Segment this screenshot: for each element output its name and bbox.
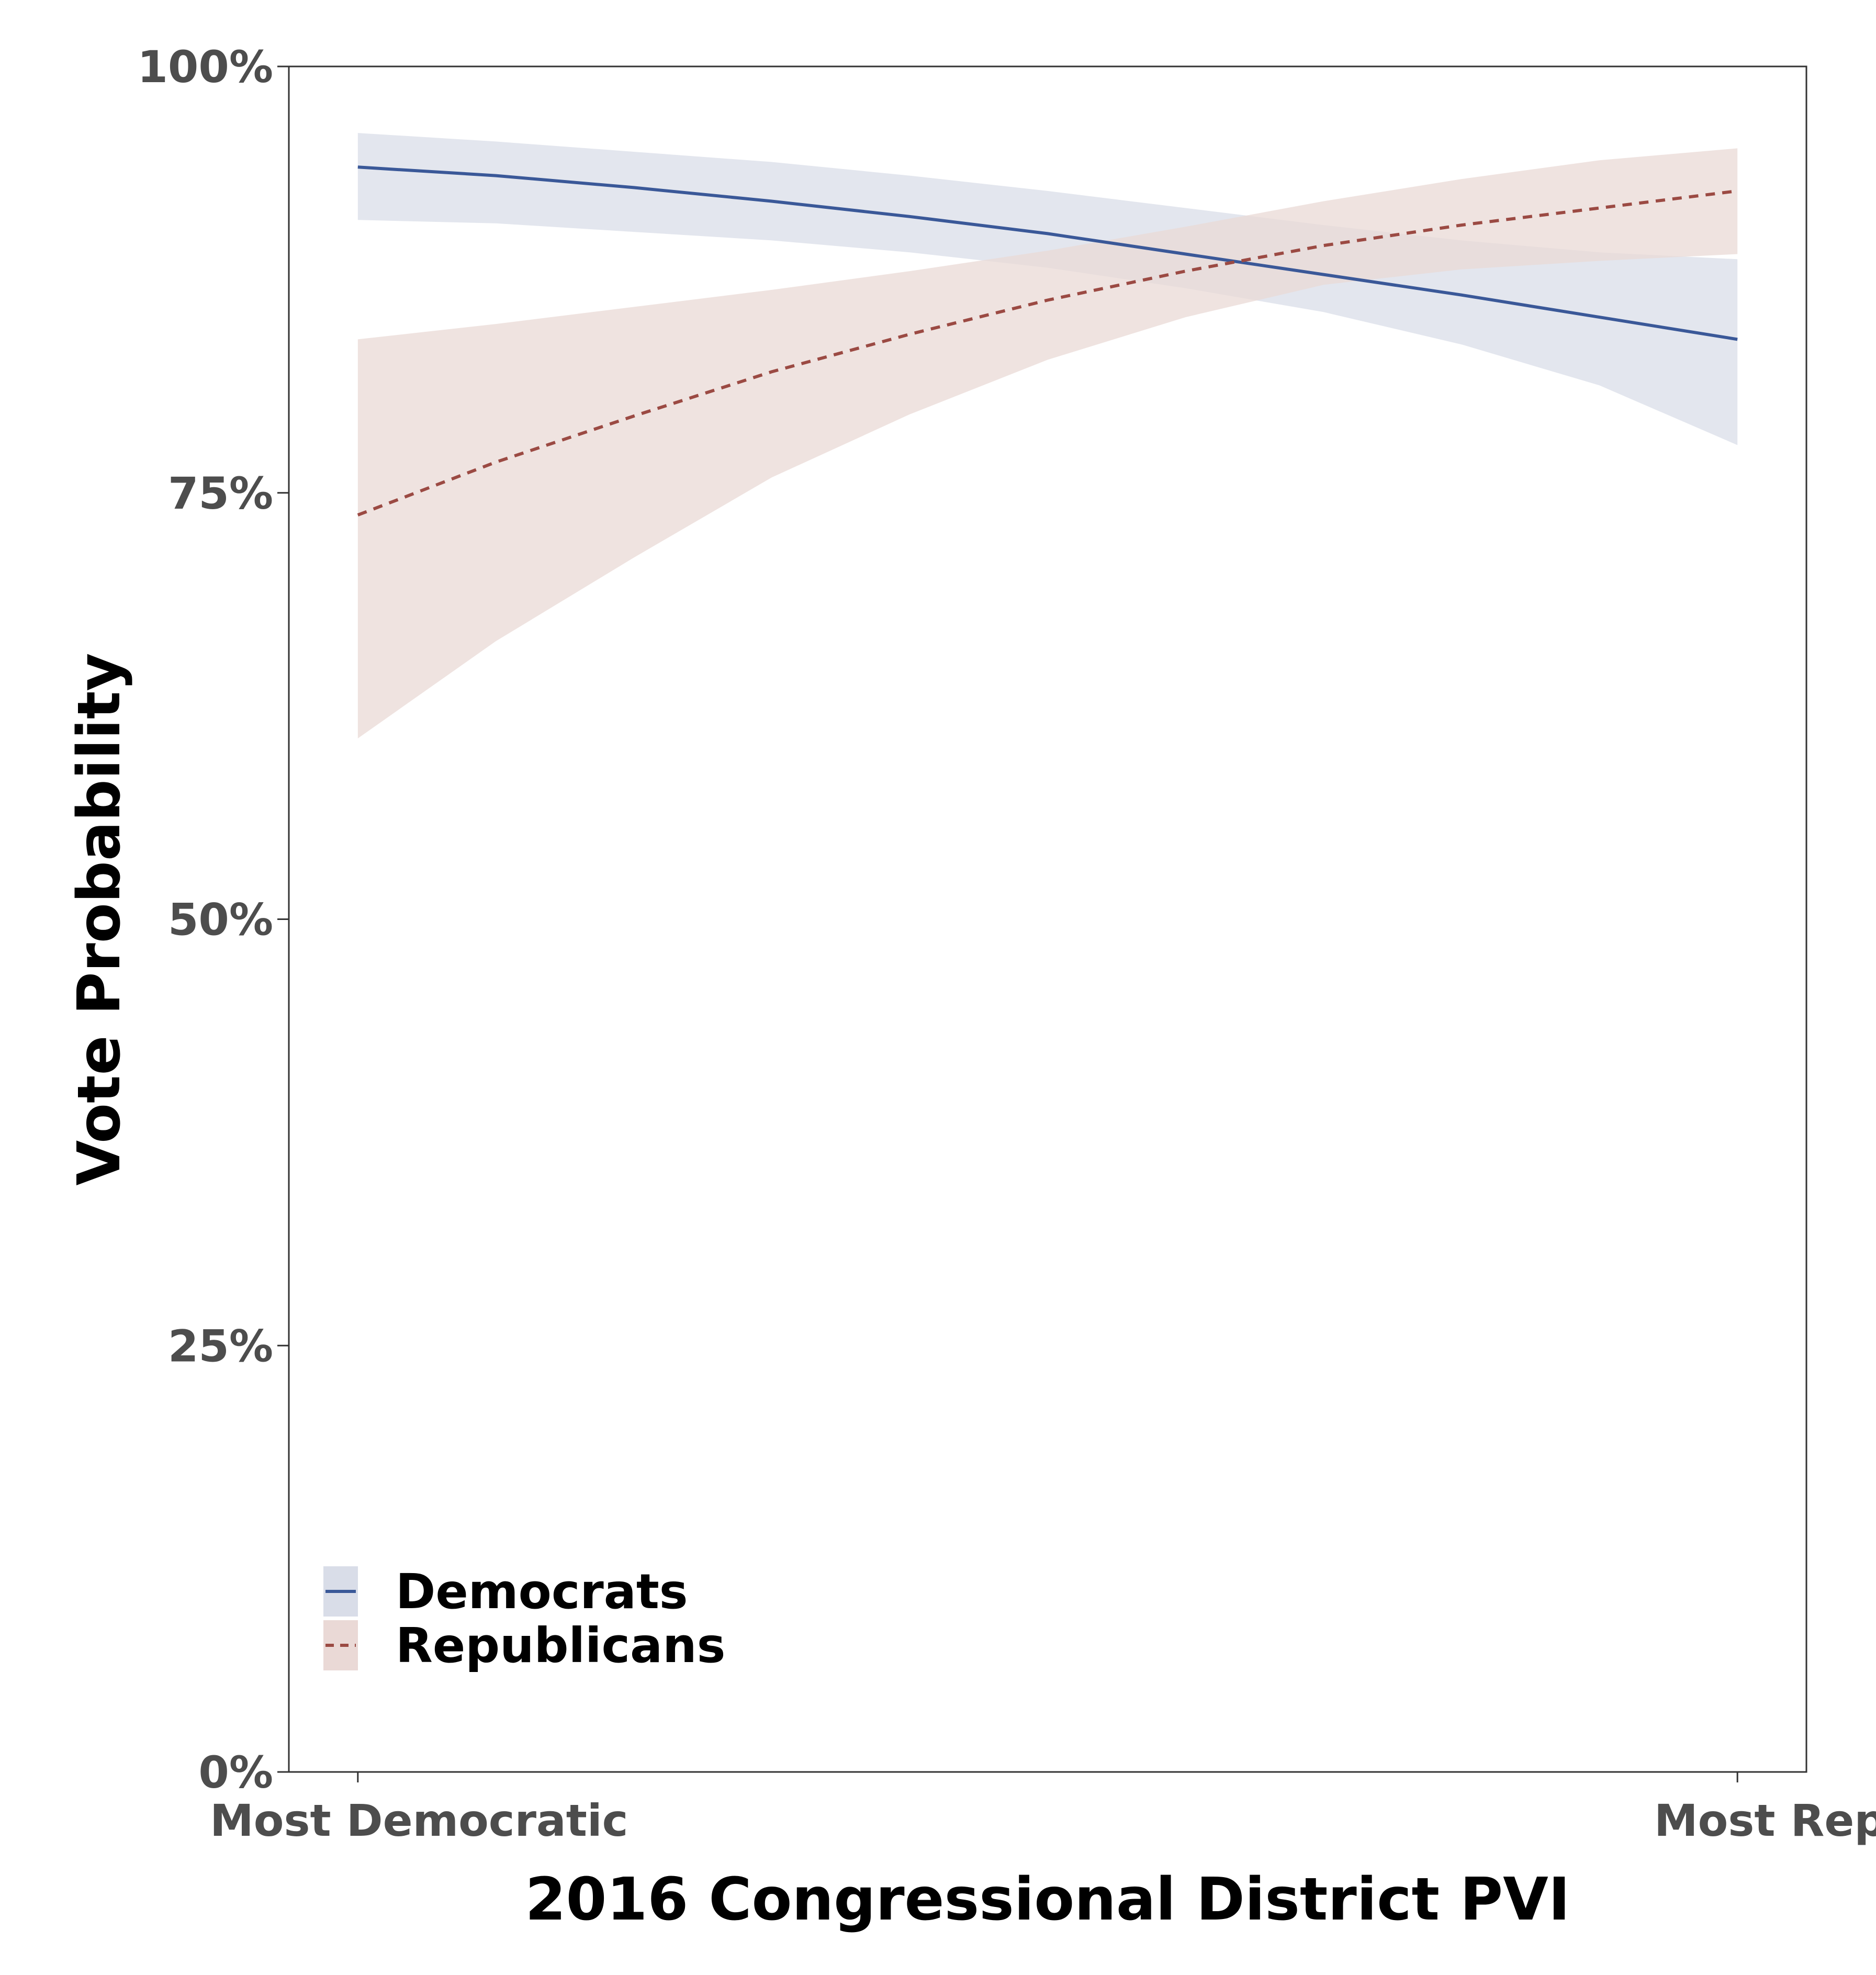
x-tick-label: Most Democratic <box>210 1795 628 1846</box>
y-tick-label: 50% <box>168 894 273 946</box>
legend-label: Democrats <box>396 1564 688 1620</box>
x-axis-ticks: Most Democratic Most Republican <box>210 1772 1876 1846</box>
line-democrats <box>357 165 1738 341</box>
legend-key-republicans <box>323 1620 358 1670</box>
y-axis-title: Vote Probability <box>65 653 133 1186</box>
legend-label: Republicans <box>396 1618 725 1674</box>
y-tick-label: 25% <box>168 1320 273 1372</box>
band-republicans <box>357 148 1738 738</box>
y-axis-ticks: 0% 25% 50% 75% 100% <box>137 41 289 1798</box>
y-tick-label: 100% <box>137 41 273 93</box>
x-axis-title: 2016 Congressional District PVI <box>525 1866 1570 1934</box>
line-republicans <box>357 189 1738 517</box>
band-democrats <box>357 133 1738 445</box>
x-tick-label: Most Republican <box>1654 1795 1876 1846</box>
confidence-bands <box>357 133 1738 738</box>
legend-key-democrats <box>323 1566 358 1617</box>
y-tick-label: 0% <box>198 1747 273 1798</box>
y-tick-label: 75% <box>168 468 273 519</box>
series-lines <box>357 165 1738 517</box>
